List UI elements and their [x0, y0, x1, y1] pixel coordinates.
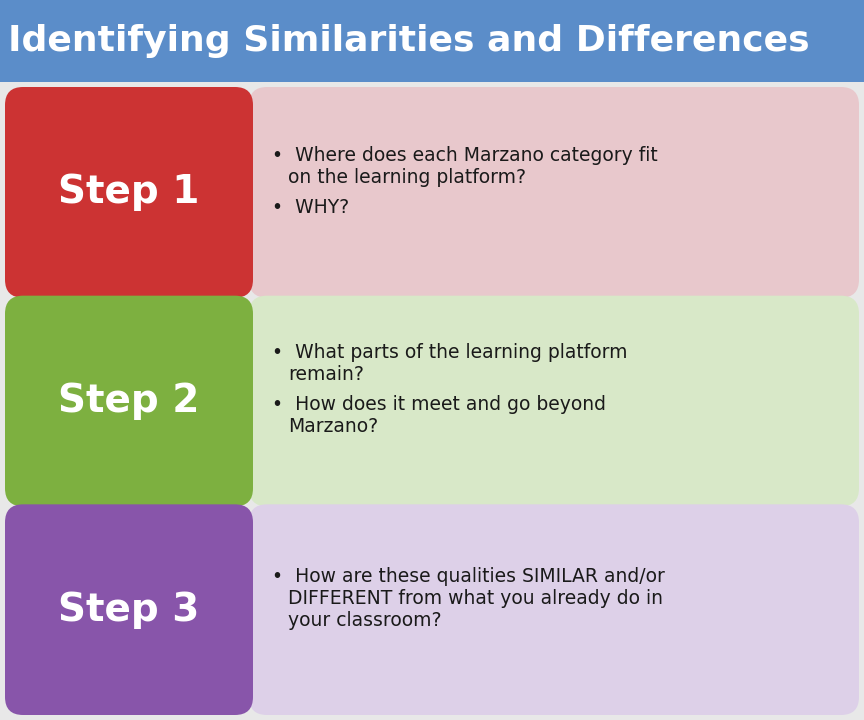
FancyBboxPatch shape [0, 0, 864, 82]
Text: •  What parts of the learning platform: • What parts of the learning platform [272, 343, 627, 362]
FancyBboxPatch shape [5, 296, 253, 506]
Text: •  Where does each Marzano category fit: • Where does each Marzano category fit [272, 146, 658, 165]
Text: •  How are these qualities SIMILAR and/or: • How are these qualities SIMILAR and/or [272, 567, 665, 586]
Text: Step 3: Step 3 [58, 590, 200, 629]
FancyBboxPatch shape [5, 87, 253, 297]
Text: on the learning platform?: on the learning platform? [288, 168, 526, 186]
Text: •  How does it meet and go beyond: • How does it meet and go beyond [272, 395, 606, 415]
FancyBboxPatch shape [249, 504, 859, 715]
FancyBboxPatch shape [249, 296, 859, 506]
Text: Step 1: Step 1 [58, 174, 200, 212]
Text: Step 2: Step 2 [58, 382, 200, 420]
FancyBboxPatch shape [5, 504, 253, 715]
Text: DIFFERENT from what you already do in: DIFFERENT from what you already do in [288, 589, 663, 608]
Text: •  WHY?: • WHY? [272, 198, 349, 217]
Text: Marzano?: Marzano? [288, 418, 378, 436]
Text: remain?: remain? [288, 366, 364, 384]
Text: your classroom?: your classroom? [288, 611, 442, 630]
Text: Identifying Similarities and Differences: Identifying Similarities and Differences [8, 24, 810, 58]
FancyBboxPatch shape [249, 87, 859, 297]
